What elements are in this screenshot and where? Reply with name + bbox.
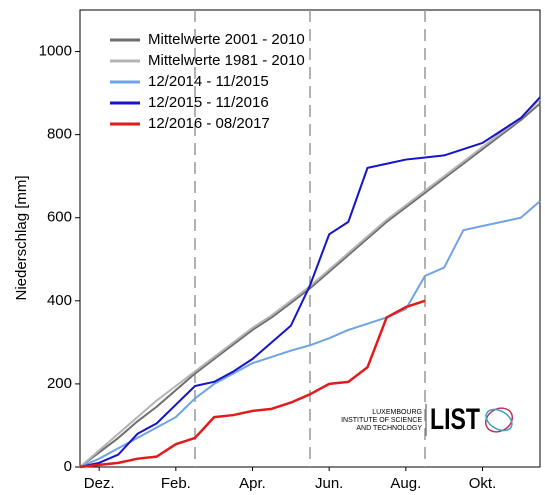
x-tick-label: Jun. <box>315 475 343 492</box>
logo-ring <box>485 408 513 432</box>
legend-label: Mittelwerte 2001 - 2010 <box>148 31 305 48</box>
x-tick-label: Apr. <box>239 475 266 492</box>
logo-text: LUXEMBOURG <box>372 409 422 416</box>
legend-label: 12/2015 - 11/2016 <box>148 94 269 111</box>
legend-label: 12/2014 - 11/2015 <box>148 73 269 90</box>
series-line <box>79 299 426 469</box>
x-tick-label: Aug. <box>390 475 421 492</box>
y-tick-label: 400 <box>47 292 72 309</box>
legend-label: 12/2016 - 08/2017 <box>148 115 270 132</box>
legend-label: Mittelwerte 1981 - 2010 <box>148 52 305 69</box>
x-tick-label: Okt. <box>469 475 497 492</box>
series-line <box>79 96 541 468</box>
series-line <box>79 102 541 468</box>
y-tick-label: 800 <box>47 126 72 143</box>
series-line <box>79 200 541 468</box>
y-tick-label: 0 <box>64 458 72 475</box>
logo-text: INSTITUTE OF SCIENCE <box>341 417 422 424</box>
x-tick-label: Feb. <box>161 475 191 492</box>
y-tick-label: 1000 <box>39 43 72 60</box>
logo-text: AND TECHNOLOGY <box>356 425 422 432</box>
logo-mark: LIST <box>430 403 480 436</box>
logo: LUXEMBOURG INSTITUTE OF SCIENCE AND TECH… <box>341 403 514 436</box>
y-tick-label: 200 <box>47 375 72 392</box>
logo-ring <box>484 407 514 433</box>
y-tick-label: 600 <box>47 209 72 226</box>
x-tick-label: Dez. <box>84 475 115 492</box>
y-axis-label: Niederschlag [mm] <box>13 175 30 300</box>
